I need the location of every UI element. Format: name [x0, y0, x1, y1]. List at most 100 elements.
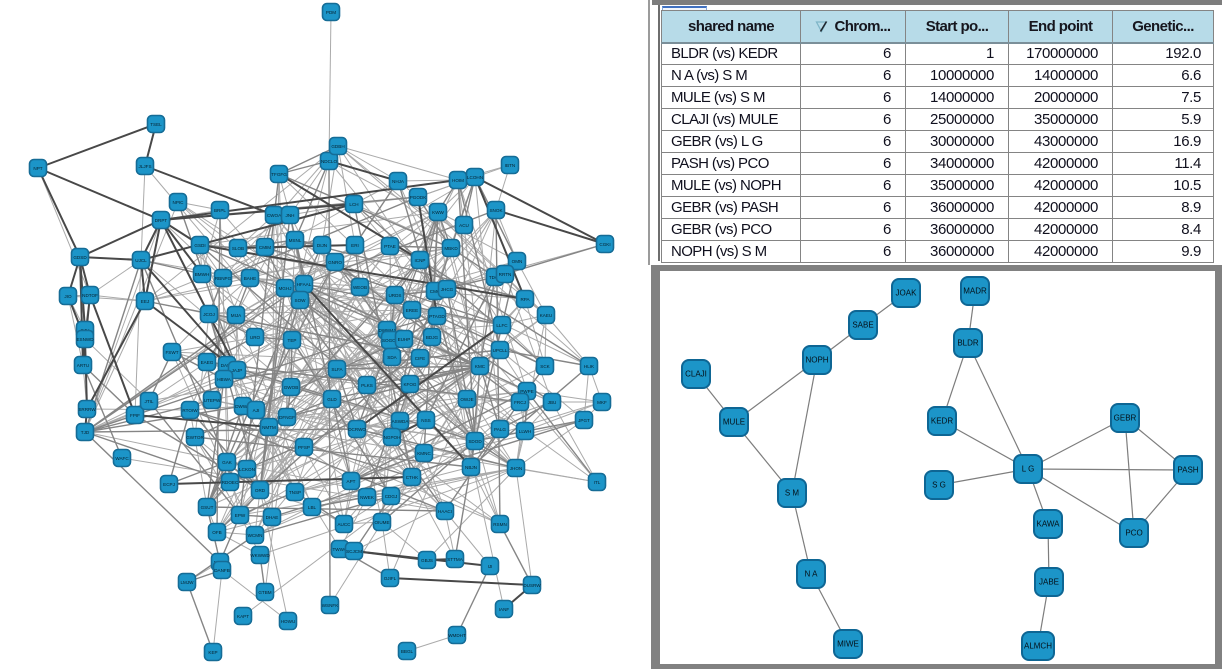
svg-text:PFSP: PFSP — [298, 445, 310, 450]
svg-text:PTAE: PTAE — [384, 244, 396, 249]
svg-text:PTAGD: PTAGD — [429, 314, 445, 319]
svg-text:KAEU: KAEU — [540, 313, 553, 318]
svg-text:RSMN: RSMN — [493, 522, 507, 527]
svg-text:EEJ: EEJ — [141, 299, 149, 304]
svg-text:TNSP: TNSP — [289, 490, 301, 495]
svg-text:FPIF: FPIF — [130, 413, 140, 418]
svg-text:JLJFS: JLJFS — [138, 164, 151, 169]
svg-text:BBGL: BBGL — [401, 649, 414, 654]
svg-text:NMTM: NMTM — [262, 425, 276, 430]
svg-text:DWWG: DWWG — [235, 404, 251, 409]
svg-text:JHCG: JHCG — [441, 287, 454, 292]
svg-text:EAEG: EAEG — [201, 360, 214, 365]
svg-text:PWPE: PWPE — [520, 389, 534, 394]
svg-text:DRPT: DRPT — [155, 218, 168, 223]
svg-text:MULE: MULE — [723, 418, 745, 427]
svg-text:LCOHN: LCOHN — [467, 175, 483, 180]
svg-text:GLD: GLD — [327, 397, 337, 402]
svg-text:RDOEC: RDOEC — [222, 480, 239, 485]
svg-text:SOW: SOW — [295, 298, 307, 303]
svg-text:SDA: SDA — [387, 355, 397, 360]
svg-text:RPA: RPA — [520, 297, 530, 302]
svg-text:TEP: TEP — [288, 338, 297, 343]
svg-text:DUSRW: DUSRW — [523, 583, 541, 588]
svg-text:NSS: NSS — [421, 418, 430, 423]
svg-text:MIJA: MIJA — [231, 313, 242, 318]
svg-text:UJCL: UJCL — [135, 258, 147, 263]
svg-text:URDS: URDS — [388, 293, 401, 298]
svg-text:JNH: JNH — [286, 213, 295, 218]
svg-text:MSNL: MSNL — [289, 238, 302, 243]
svg-text:PALG: PALG — [494, 427, 506, 432]
svg-text:SDOD: SDOD — [468, 439, 482, 444]
svg-text:WMDHT: WMDHT — [448, 633, 466, 638]
svg-text:GWTOR: GWTOR — [186, 435, 204, 440]
svg-text:KMNC: KMNC — [417, 451, 431, 456]
svg-text:HFAAL: HFAAL — [297, 282, 312, 287]
svg-text:HOWU: HOWU — [281, 619, 296, 624]
svg-text:CDGJ: CDGJ — [385, 494, 398, 499]
svg-text:HLIK: HLIK — [584, 364, 595, 369]
svg-text:SRRRW: SRRRW — [78, 407, 96, 412]
svg-text:ERI: ERI — [351, 243, 359, 248]
svg-text:N A: N A — [805, 570, 819, 579]
svg-text:GDSD: GDSD — [73, 255, 87, 260]
svg-text:RTOIW: RTOIW — [182, 408, 198, 413]
svg-text:LBL: LBL — [308, 505, 317, 510]
svg-text:ORD: ORD — [255, 488, 266, 493]
svg-text:JIO: JIO — [64, 294, 72, 299]
svg-text:DIJN: DIJN — [317, 243, 327, 248]
svg-text:STTMA: STTMA — [447, 557, 464, 562]
svg-text:EUHP: EUHP — [398, 337, 411, 342]
svg-text:KAWA: KAWA — [1037, 520, 1061, 529]
svg-text:CMC: CMC — [430, 289, 441, 294]
svg-text:NWEK: NWEK — [360, 495, 375, 500]
svg-text:NDCLO: NDCLO — [321, 159, 338, 164]
svg-text:LMJW: LMJW — [180, 580, 194, 585]
svg-text:UTEPW: UTEPW — [204, 398, 221, 403]
svg-text:PLKS: PLKS — [361, 383, 373, 388]
svg-text:EPW: EPW — [235, 513, 246, 518]
svg-text:ICNP: ICNP — [415, 258, 426, 263]
svg-text:MADR: MADR — [963, 287, 987, 296]
svg-text:FRCJ: FRCJ — [514, 400, 526, 405]
svg-text:OWJE: OWJE — [460, 397, 473, 402]
svg-text:S G: S G — [932, 481, 946, 490]
svg-text:AJI: AJI — [253, 408, 260, 413]
svg-text:JBU: JBU — [548, 400, 557, 405]
svg-text:DHAE: DHAE — [266, 515, 279, 520]
svg-text:SOGOJ: SOGOJ — [382, 338, 398, 343]
svg-text:MBKD: MBKD — [444, 246, 458, 251]
svg-text:EREE: EREE — [406, 308, 419, 313]
svg-text:DFNGF: DFNGF — [279, 415, 295, 420]
svg-text:GWOB: GWOB — [284, 385, 299, 390]
svg-text:LCH: LCH — [349, 202, 358, 207]
svg-text:LLWH: LLWH — [519, 429, 531, 434]
svg-text:ECPJ: ECPJ — [163, 482, 175, 487]
svg-text:CTHK: CTHK — [406, 475, 419, 480]
svg-text:HOIM: HOIM — [452, 178, 464, 183]
svg-text:NGPOH: NGPOH — [384, 435, 401, 440]
svg-text:GSDI: GSDI — [194, 243, 205, 248]
svg-text:KFOG: KFOG — [403, 382, 416, 387]
svg-text:KWW: KWW — [432, 210, 444, 215]
svg-text:GTBM: GTBM — [258, 590, 271, 595]
svg-text:DAEA: DAEA — [221, 363, 234, 368]
svg-text:MIWE: MIWE — [837, 640, 859, 649]
svg-text:IANF: IANF — [499, 607, 510, 612]
svg-text:MKF: MKF — [597, 400, 607, 405]
svg-text:GNRO: GNRO — [328, 260, 342, 265]
svg-text:BAHE: BAHE — [244, 276, 257, 281]
svg-text:OJIFL: OJIFL — [384, 576, 397, 581]
svg-text:APT: APT — [347, 479, 356, 484]
svg-text:SCJCM: SCJCM — [346, 549, 362, 554]
svg-text:WSNFK: WSNFK — [322, 603, 340, 608]
svg-text:HBWA: HBWA — [217, 377, 232, 382]
svg-text:NOPH: NOPH — [805, 356, 828, 365]
svg-text:CIFE: CIFE — [415, 356, 425, 361]
svg-text:CWOA: CWOA — [267, 213, 282, 218]
svg-text:TWWO: TWWO — [332, 547, 347, 552]
svg-text:IBTN: IBTN — [505, 163, 515, 168]
svg-text:NPIC: NPIC — [173, 200, 185, 205]
svg-text:TDCF: TDCF — [489, 275, 501, 280]
